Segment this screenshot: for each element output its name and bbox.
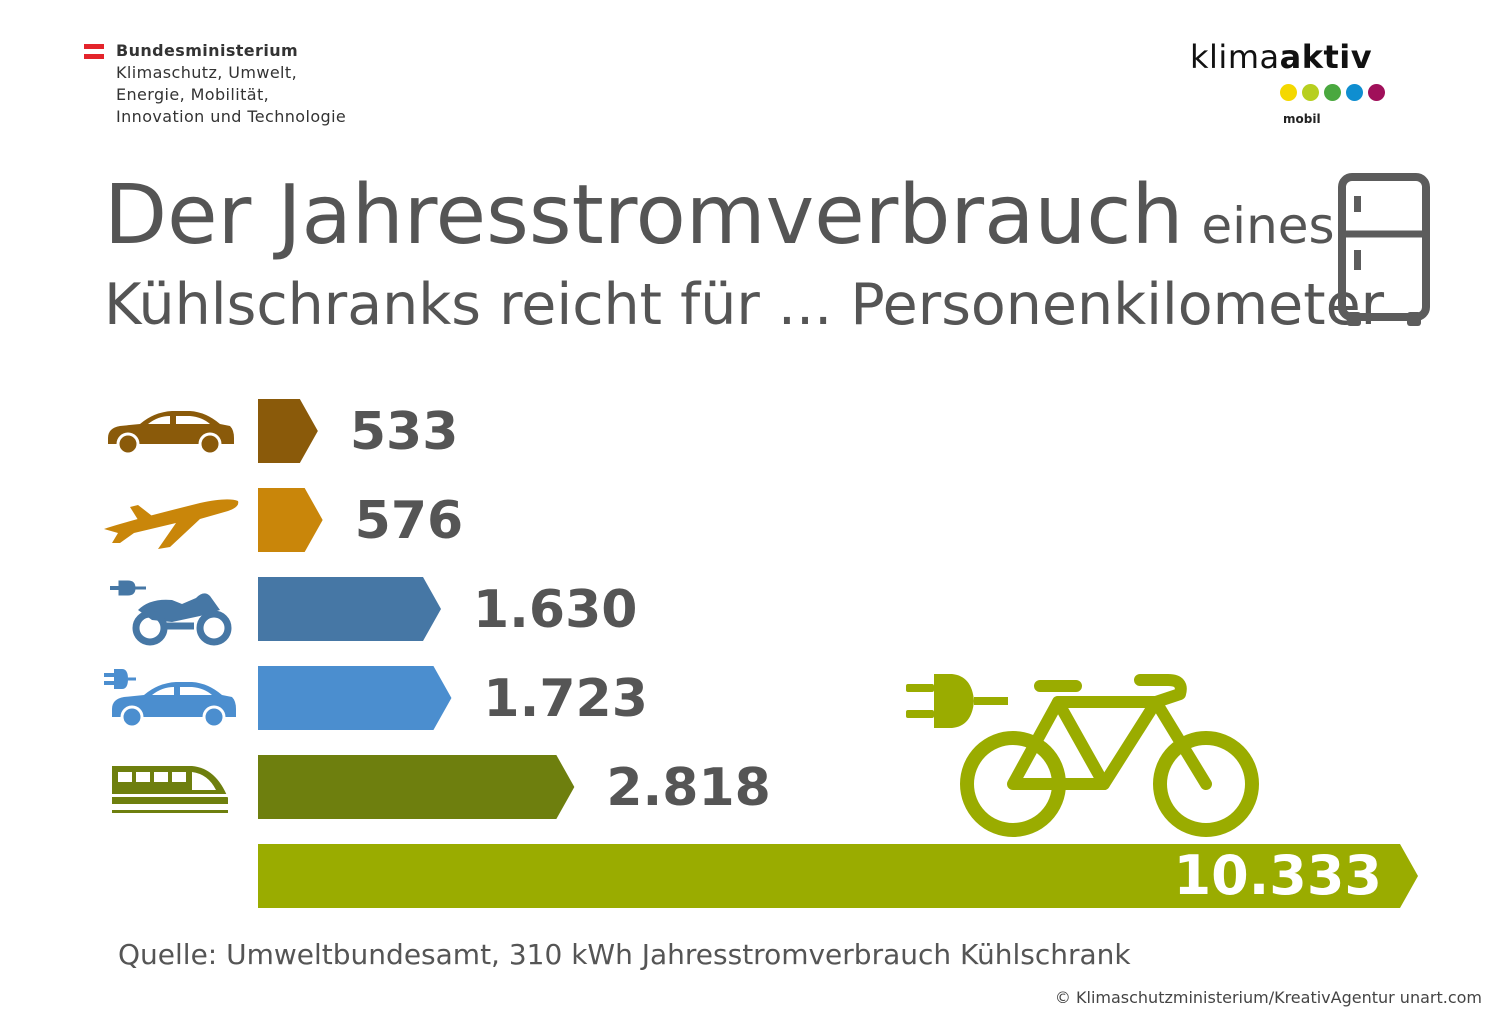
electric-motorcycle-icon [110,580,232,646]
bar-flugzeug [258,488,323,552]
ministry-line-2: Klimaschutz, Umwelt, [116,63,298,82]
bar-e-motorrad [258,577,441,641]
value-label: 1.630 [473,580,637,640]
electric-car-icon [104,669,236,729]
copyright: © Klimaschutzministerium/KreativAgentur … [1054,988,1482,1007]
train-icon [112,766,228,813]
bar-e-bike [258,844,1418,908]
source-note: Quelle: Umweltbundesamt, 310 kWh Jahress… [118,938,1131,971]
ministry-line-1: Bundesministerium [116,41,299,60]
value-label: 533 [350,402,459,462]
bar-auto [258,399,318,463]
logo-word-bold: aktiv [1279,38,1373,76]
flag-stripe-bottom [84,54,104,59]
car-icon [108,411,234,456]
fridge-icon [1337,172,1431,332]
electric-bicycle-icon [906,674,1259,837]
logo-dot [1368,84,1385,101]
logo-dot [1280,84,1297,101]
flag-stripe-middle [84,49,104,54]
airplane-icon [104,499,239,549]
logo-wordmark: klimaaktiv [1190,38,1390,76]
logo-subtitle: mobil [1283,112,1321,126]
klimaaktiv-logo: klimaaktiv mobil [1190,38,1390,126]
logo-dot [1302,84,1319,101]
bar-e-auto [258,666,452,730]
title-suffix: eines [1201,197,1335,255]
title-line-1: Der Jahresstromverbrauch eines [104,168,1335,263]
value-label: 576 [355,491,464,551]
value-label: 1.723 [483,669,647,729]
title-line-2: Kühlschranks reicht für ... Personenkilo… [104,272,1385,338]
value-label: 10.333 [1174,844,1382,907]
logo-word-light: klima [1190,38,1280,76]
ministry-line-3: Energie, Mobilität, [116,85,270,104]
logo-dot [1346,84,1363,101]
austria-flag-icon [84,44,104,59]
ministry-header: Bundesministerium Klimaschutz, Umwelt, E… [84,40,346,128]
bar-zug [258,755,575,819]
title-main: Der Jahresstromverbrauch [104,168,1184,263]
logo-dots [1280,84,1390,105]
value-label: 2.818 [606,758,770,818]
logo-dot [1324,84,1341,101]
flag-stripe-top [84,44,104,49]
ministry-line-4: Innovation und Technologie [116,107,347,126]
